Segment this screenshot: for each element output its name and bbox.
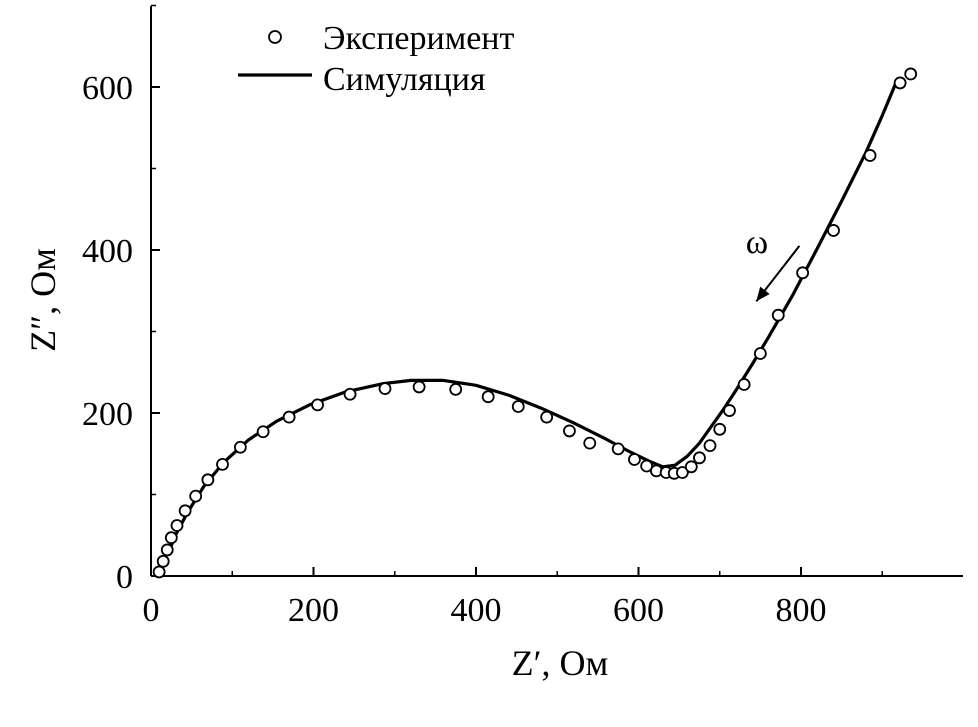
experiment-point: [256, 425, 270, 439]
experiment-point: [693, 451, 706, 465]
x-tick-label: 600: [613, 592, 664, 629]
x-tick-label: 400: [451, 592, 502, 629]
experiment-point: [216, 457, 229, 471]
experiment-point: [796, 266, 810, 280]
y-tick-label: 200: [82, 396, 133, 433]
experiment-point: [378, 382, 392, 395]
experiment-point: [893, 76, 907, 90]
y-tick-label: 0: [116, 559, 133, 596]
experiment-point: [282, 410, 296, 424]
experiment-point: [563, 424, 576, 438]
omega-annotation: ω: [746, 224, 801, 302]
legend-marker-experiment: [268, 30, 282, 44]
legend: Эксперимент Симуляция: [238, 20, 514, 98]
experiment-point: [160, 543, 174, 557]
x-tick-label: 200: [288, 592, 339, 629]
experiment-point: [675, 466, 689, 479]
legend-label-experiment: Эксперимент: [323, 20, 514, 57]
experiment-point: [863, 149, 877, 162]
simulation-series: [167, 78, 899, 554]
experiment-point: [640, 459, 654, 473]
y-tick-label: 400: [82, 233, 133, 270]
experiment-point: [412, 380, 426, 394]
experiment-point: [481, 390, 495, 404]
experiment-point: [904, 67, 918, 81]
experiment-point: [233, 440, 247, 454]
experiment-point: [152, 565, 166, 579]
omega-arrow-head: [756, 286, 770, 302]
experiment-point: [156, 554, 170, 568]
x-axis-title: Z′, Ом: [512, 643, 609, 683]
experiment-point: [723, 404, 736, 417]
experiment-point: [827, 224, 840, 237]
experiment-point: [583, 436, 597, 450]
experiment-point: [164, 531, 178, 545]
experiment-point: [189, 489, 203, 503]
experiment-point: [753, 347, 767, 360]
ticks: 0 200 400 600 800 0 200 400 600: [82, 4, 883, 629]
experiment-point: [628, 453, 641, 466]
y-axis-title: Z″, Ом: [23, 248, 63, 352]
x-tick-label: 0: [143, 592, 160, 629]
experiment-point: [201, 473, 215, 487]
axes: [150, 6, 963, 577]
experiment-point: [170, 519, 184, 532]
experiment-point: [178, 504, 192, 518]
experiment-point: [684, 460, 698, 474]
experiment-point: [611, 442, 625, 456]
simulation-line: [167, 78, 899, 554]
omega-label: ω: [746, 224, 768, 261]
experiment-point: [771, 308, 785, 322]
experiment-point: [540, 410, 554, 424]
experiment-point: [737, 378, 751, 391]
experiment-series: [152, 67, 918, 579]
experiment-point: [713, 422, 727, 436]
experiment-point: [511, 400, 525, 413]
experiment-point: [449, 382, 463, 396]
legend-label-simulation: Симуляция: [323, 61, 486, 98]
x-tick-label: 800: [776, 592, 827, 629]
experiment-point: [311, 398, 324, 412]
y-tick-label: 600: [82, 70, 133, 107]
experiment-point: [703, 439, 717, 453]
experiment-point: [343, 387, 357, 401]
